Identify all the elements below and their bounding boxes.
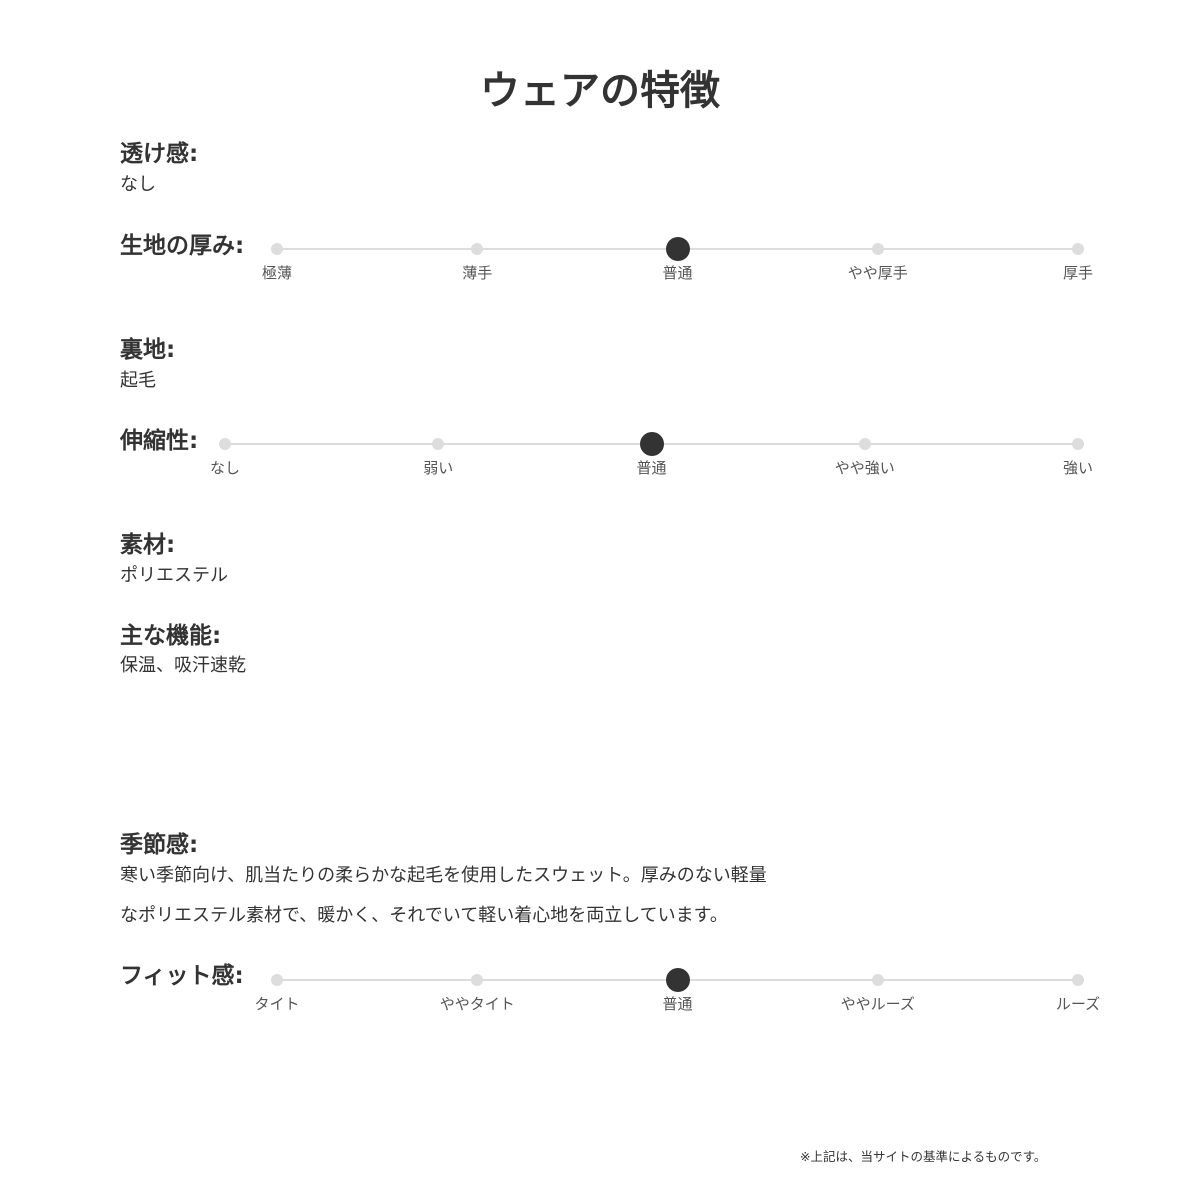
scale-marker-selected (639, 432, 664, 456)
scale-marker (871, 243, 884, 255)
functions-label: 主な機能: (120, 623, 222, 649)
scale-marker-selected (665, 968, 690, 992)
scale-marker (858, 438, 871, 450)
scale-option-label: ややルーズ (840, 995, 915, 1013)
scale-option-label: 極薄 (261, 264, 293, 282)
scale-option-label: なし (209, 459, 241, 477)
scale-option-label: 普通 (636, 459, 667, 477)
lining-label: 裏地: (120, 337, 176, 363)
scale-marker (871, 974, 884, 986)
stretch-scale: なし 弱い 普通 やや強い 強い (210, 432, 1093, 483)
material-value: ポリエステル (120, 565, 228, 586)
season-text-line-2: なポリエステル素材で、暖かく、それでいて軽い着心地を両立しています。 (120, 905, 728, 926)
transparency-label: 透け感: (120, 141, 199, 167)
lining-value: 起毛 (120, 370, 156, 391)
scale-option-label: 厚手 (1062, 264, 1094, 282)
season-text-line-1: 寒い季節向け、肌当たりの柔らかな起毛を使用したスウェット。厚みのない軽量 (120, 865, 767, 886)
scale-marker (432, 438, 445, 450)
scale-option-label: 普通 (662, 995, 693, 1013)
scale-marker (219, 438, 231, 450)
scale-option-label: 薄手 (462, 264, 493, 282)
transparency-value: なし (120, 174, 156, 195)
scale-option-label: やや厚手 (847, 264, 908, 282)
scale-marker (271, 974, 283, 986)
scale-marker (471, 974, 484, 986)
scale-option-label: やや強い (834, 459, 895, 477)
material-label: 素材: (120, 532, 176, 558)
fit-scale: タイト ややタイト 普通 ややルーズ ルーズ (254, 968, 1100, 1019)
scale-option-label: 強い (1062, 459, 1094, 477)
scale-marker (1072, 438, 1084, 450)
thickness-label: 生地の厚み: (120, 233, 245, 259)
scale-marker (471, 243, 484, 255)
scale-option-label: 普通 (662, 264, 693, 282)
scale-option-label: 弱い (423, 459, 454, 477)
scale-option-label: ルーズ (1055, 995, 1101, 1013)
footnote: ※上記は、当サイトの基準によるものです。 (800, 1149, 1047, 1164)
stretch-label: 伸縮性: (120, 428, 199, 454)
scale-marker (1072, 974, 1084, 986)
scale-marker (271, 243, 283, 255)
scale-option-label: ややタイト (439, 995, 515, 1013)
scale-option-label: タイト (254, 995, 300, 1013)
scale-marker-selected (665, 237, 690, 261)
season-label: 季節感: (120, 832, 199, 858)
scale-marker (1072, 243, 1084, 255)
fit-label: フィット感: (120, 963, 244, 989)
functions-value: 保温、吸汗速乾 (120, 655, 246, 676)
page-title: ウェアの特徴 (480, 68, 720, 114)
thickness-scale: 極薄 薄手 普通 やや厚手 厚手 (262, 237, 1093, 288)
